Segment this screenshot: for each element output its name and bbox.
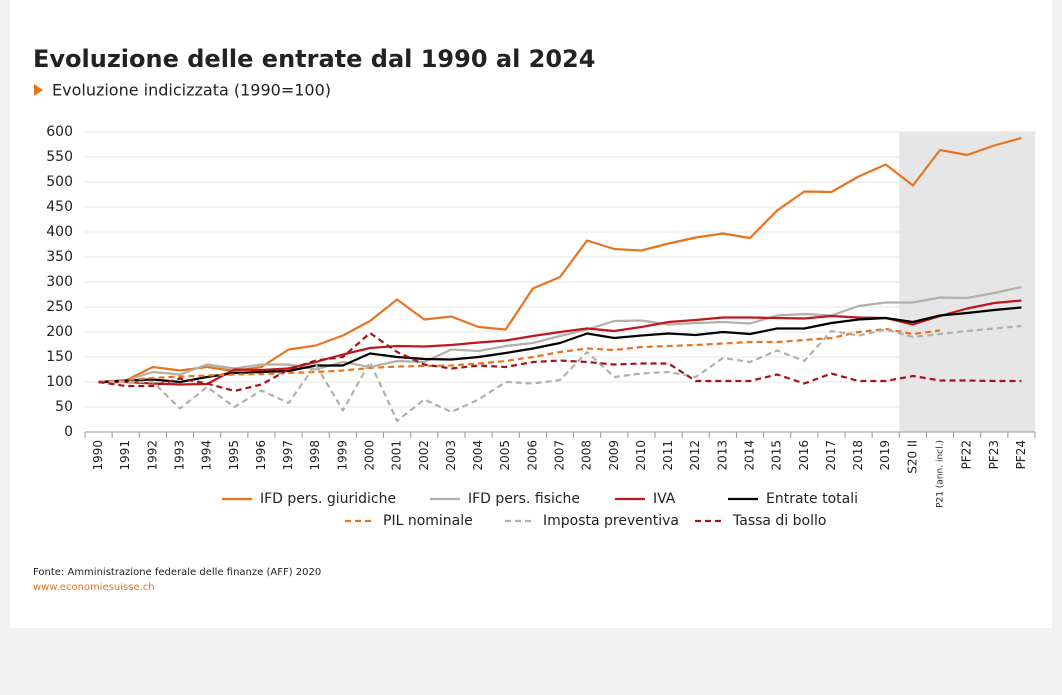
x-tick-label: 2000 (363, 440, 377, 471)
x-tick-label: 2010 (634, 440, 648, 471)
x-tick-label: 2011 (661, 440, 675, 471)
x-tick-label: 2008 (580, 440, 594, 471)
x-tick-label: 1998 (308, 440, 322, 471)
x-tick-label: 2018 (851, 440, 865, 471)
x-tick-label: 2009 (607, 440, 621, 471)
x-tick-label: 2014 (743, 440, 757, 471)
x-tick-label: 1995 (227, 440, 241, 471)
x-tick-label: PF23 (987, 440, 1001, 469)
y-tick-label: 0 (64, 424, 73, 440)
series-line (98, 306, 1022, 384)
x-tick-label: 2005 (498, 440, 512, 471)
x-tick-label: 2016 (797, 440, 811, 471)
legend-label: IFD pers. giuridiche (260, 491, 396, 507)
source: Fonte: Amministrazione federale delle fi… (33, 567, 321, 578)
x-tick-label: 1996 (254, 440, 268, 471)
x-tick-label: 1993 (173, 440, 187, 471)
y-tick-label: 400 (46, 224, 73, 240)
y-tick-label: 300 (46, 274, 73, 290)
bullet (34, 84, 43, 96)
url: www.economiesuisse.ch (33, 582, 155, 593)
x-tick-label: 1999 (335, 440, 349, 471)
x-tick-label: P21 (ann. incl.) (936, 440, 946, 508)
y-tick-label: 550 (46, 149, 73, 165)
x-tick-label: 2015 (770, 440, 784, 471)
y-tick-label: 250 (46, 299, 73, 315)
x-tick-label: S20 II (905, 440, 919, 474)
x-tick-label: 1997 (281, 440, 295, 471)
series-line (98, 136, 1022, 384)
x-tick-label: 1990 (91, 440, 105, 471)
x-tick-label: 1991 (118, 440, 132, 471)
chart-subtitle: Evoluzione indicizzata (1990=100) (52, 81, 331, 100)
x-tick-label: 2017 (824, 440, 838, 471)
x-tick-label: 1994 (200, 440, 214, 471)
x-tick-label: PF22 (960, 440, 974, 469)
legend-label: Tassa di bollo (732, 513, 826, 529)
legend-label: PIL nominale (383, 513, 473, 529)
x-tick-label: 2013 (715, 440, 729, 471)
legend-label: IVA (653, 491, 676, 507)
y-tick-label: 100 (46, 374, 73, 390)
y-tick-label: 450 (46, 199, 73, 215)
y-tick-label: 350 (46, 249, 73, 265)
y-tick-label: 50 (55, 399, 73, 415)
card (10, 0, 1052, 628)
x-tick-label: 2012 (688, 440, 702, 471)
y-tick-label: 500 (46, 174, 73, 190)
series-line (98, 324, 1022, 423)
x-tick-label: 2003 (444, 440, 458, 471)
x-tick-label: 2004 (471, 440, 485, 471)
x-tick-label: 2002 (417, 440, 431, 471)
x-tick-label: 2001 (390, 440, 404, 471)
legend-label: Entrate totali (766, 491, 858, 507)
chart-title: Evoluzione delle entrate dal 1990 al 202… (33, 45, 595, 73)
y-tick-label: 600 (46, 124, 73, 140)
x-tick-label: 2019 (878, 440, 892, 471)
series-line (98, 299, 1022, 386)
legend-label: Imposta preventiva (543, 513, 679, 529)
x-tick-label: PF24 (1014, 440, 1028, 469)
series-line (98, 285, 1022, 384)
x-tick-label: 2007 (553, 440, 567, 471)
y-tick-label: 200 (46, 324, 73, 340)
x-tick-label: 2006 (525, 440, 539, 471)
legend-label: IFD pers. fisiche (468, 491, 580, 507)
x-tick-label: 1992 (145, 440, 159, 471)
series-line (98, 327, 941, 384)
y-tick-label: 150 (46, 349, 73, 365)
